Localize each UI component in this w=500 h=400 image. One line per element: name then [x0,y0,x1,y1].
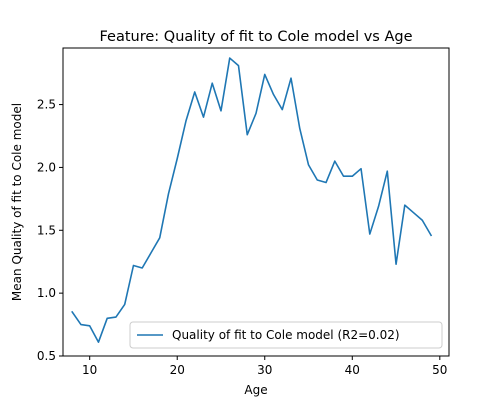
y-axis: 0.5 1.0 1.5 2.0 2.5 [37,98,63,363]
legend-box [129,321,443,349]
chart-title: Feature: Quality of fit to Cole model vs… [100,29,413,45]
x-tick-label: 40 [345,363,360,377]
series-line [71,57,433,343]
series-layer [71,57,433,343]
x-tick-label: 50 [432,363,447,377]
plot-frame [62,47,450,357]
y-tick-label: 2.0 [37,160,56,174]
y-tick-label: 0.5 [37,349,56,363]
x-axis: 10 20 30 40 50 [82,356,447,377]
legend-label: Quality of fit to Cole model (R2=0.02) [172,328,400,342]
plot-area [62,47,450,357]
y-tick-label: 1.5 [37,223,56,237]
y-axis-label: Mean Quality of fit to Cole model [10,103,24,301]
x-tick-label: 30 [257,363,272,377]
legend: Quality of fit to Cole model (R2=0.02) [129,321,443,349]
x-axis-label: Age [244,383,267,397]
y-tick-label: 1.0 [37,286,56,300]
x-tick-label: 10 [82,363,97,377]
x-tick-label: 20 [170,363,185,377]
y-tick-label: 2.5 [37,98,56,112]
